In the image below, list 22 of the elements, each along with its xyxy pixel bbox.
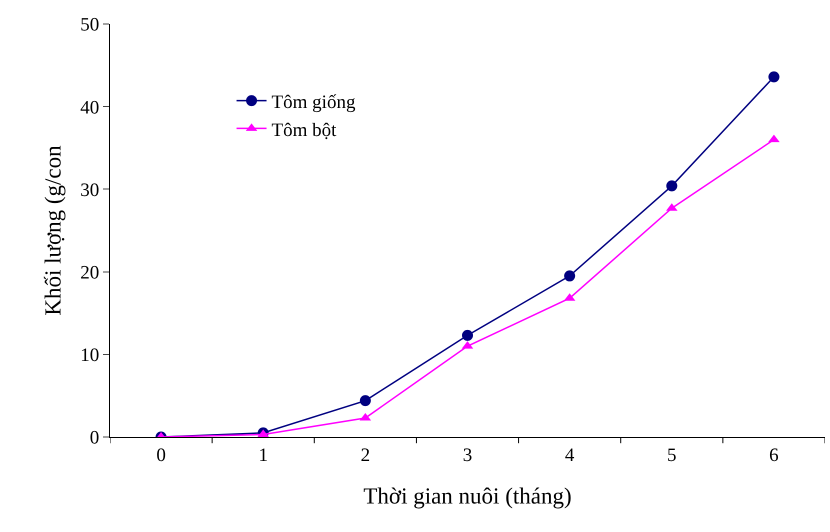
point bbox=[666, 180, 678, 192]
y-tick-label: 20 bbox=[80, 262, 100, 284]
legend-label: Tôm bột bbox=[272, 120, 338, 141]
x-tick-label: 5 bbox=[667, 444, 677, 466]
point bbox=[462, 330, 473, 341]
point bbox=[360, 395, 371, 406]
x-tick-label: 1 bbox=[258, 444, 268, 466]
y-tick-label: 40 bbox=[80, 97, 100, 118]
legend-label: Tôm giống bbox=[272, 92, 356, 114]
y-tick-label: 30 bbox=[80, 180, 100, 201]
x-axis-title: Thời gian nuôi (tháng) bbox=[363, 483, 572, 508]
point bbox=[768, 71, 780, 82]
y-tick-label: 10 bbox=[80, 345, 100, 366]
y-tick-label: 50 bbox=[80, 14, 100, 36]
x-tick-label: 0 bbox=[156, 444, 166, 466]
y-tick-label: 0 bbox=[90, 428, 100, 449]
x-tick-label: 6 bbox=[769, 444, 779, 466]
x-tick-label: 3 bbox=[462, 444, 472, 466]
x-tick-label: 2 bbox=[360, 444, 370, 466]
point bbox=[564, 270, 576, 282]
x-tick-label: 4 bbox=[564, 444, 575, 466]
y-axis-title: Khối lượng (g/con bbox=[40, 144, 66, 316]
